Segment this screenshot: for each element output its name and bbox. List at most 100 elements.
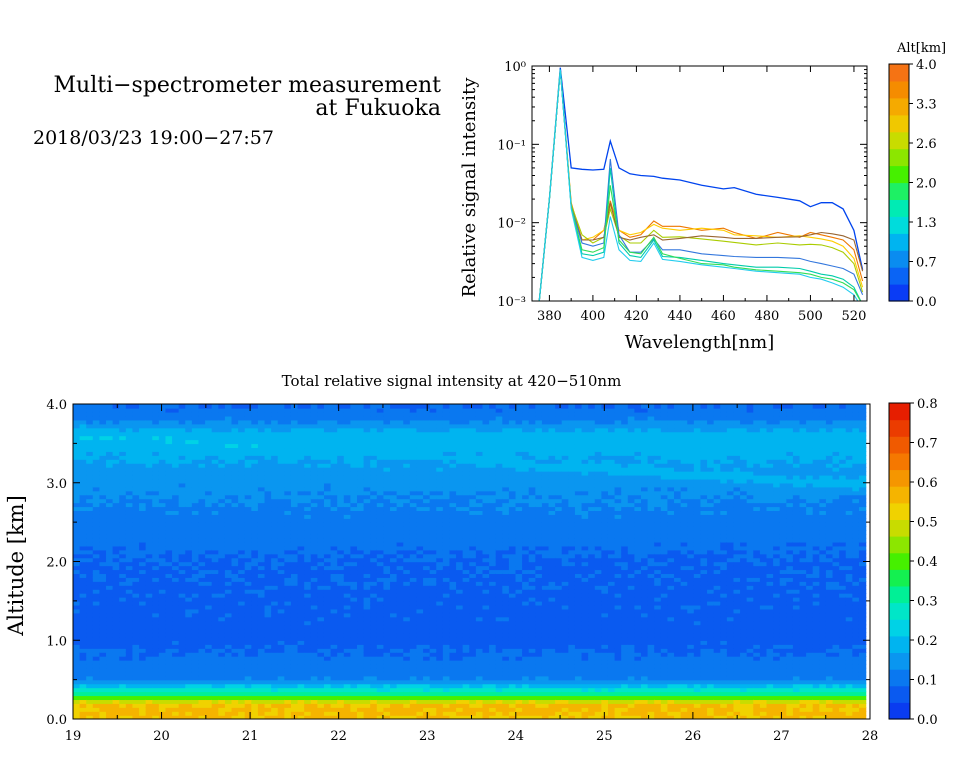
heatmap-cell <box>119 604 127 610</box>
heatmap-cell <box>449 451 457 456</box>
heatmap-cell <box>106 616 114 622</box>
heatmap-cell <box>350 526 358 531</box>
heatmap-cell <box>442 478 451 484</box>
heatmap-cell <box>416 404 424 409</box>
heatmap-cell <box>132 711 140 716</box>
heatmap-cell <box>158 644 167 649</box>
heatmap-cell <box>152 695 160 701</box>
heatmap-cell <box>330 675 338 681</box>
heatmap-cell <box>231 557 239 563</box>
heatmap-cell <box>462 561 470 567</box>
heatmap-cell <box>284 490 292 496</box>
heatmap-cell <box>304 624 312 630</box>
heatmap-cell <box>403 514 411 519</box>
heatmap-cell <box>297 415 305 421</box>
heatmap-cell <box>429 498 437 504</box>
heatmap-cell <box>330 636 338 641</box>
heatmap-cell <box>390 604 398 610</box>
heatmap-cell <box>244 659 253 665</box>
heatmap-cell <box>165 663 173 669</box>
heatmap-cell <box>449 510 457 515</box>
heatmap-cell <box>376 423 385 429</box>
heatmap-cell <box>304 533 312 539</box>
heatmap-cell <box>211 695 219 701</box>
heatmap-cell <box>152 486 160 492</box>
heatmap-cell <box>436 671 444 677</box>
heatmap-cell <box>290 463 299 468</box>
heatmap-cell <box>297 569 305 575</box>
heatmap-cell <box>297 522 305 527</box>
heatmap-cell <box>238 506 246 512</box>
heatmap-cell <box>205 573 213 578</box>
heatmap-cell <box>178 533 186 539</box>
heatmap-cell <box>79 640 87 645</box>
heatmap-cell <box>79 581 87 586</box>
heatmap-cell <box>92 478 101 484</box>
heatmap-cell <box>297 703 305 708</box>
heatmap-cell <box>244 526 253 531</box>
heatmap-cell <box>231 447 239 452</box>
heatmap-cell <box>158 435 167 441</box>
heatmap-cell <box>257 648 266 653</box>
heatmap-cell <box>383 439 391 445</box>
heatmap-cell <box>416 715 424 719</box>
heatmap-cell <box>383 707 391 712</box>
heatmap-cell <box>429 541 437 547</box>
heatmap-cell <box>310 447 319 452</box>
heatmap-cell <box>409 691 418 697</box>
heatmap-cell <box>277 451 286 456</box>
heatmap-cell <box>290 620 299 626</box>
heatmap-cell <box>423 573 431 578</box>
heatmap-cell <box>442 545 451 551</box>
heatmap-cell <box>158 486 167 492</box>
heatmap-cell <box>284 608 292 614</box>
heatmap-cell <box>79 407 87 413</box>
heatmap-cell <box>231 663 239 669</box>
heatmap-cell <box>449 711 457 716</box>
heatmap-cell <box>271 407 279 413</box>
heatmap-cell <box>211 537 219 543</box>
heatmap-cell <box>238 659 246 665</box>
heatmap-cell <box>106 679 114 685</box>
heatmap-cell <box>462 644 470 649</box>
heatmap-cell <box>79 498 87 504</box>
heatmap-cell <box>191 455 200 460</box>
heatmap-cell <box>125 640 134 645</box>
heatmap-cell <box>205 514 213 519</box>
heatmap-cell <box>152 620 160 626</box>
heatmap-cell <box>79 502 87 508</box>
heatmap-cell <box>323 474 332 480</box>
heatmap-cell <box>251 667 259 673</box>
heatmap-cell <box>158 506 167 512</box>
heatmap-cell <box>330 411 338 417</box>
heatmap-cell <box>86 526 94 531</box>
heatmap-cell <box>396 648 404 653</box>
heatmap-cell <box>330 498 338 504</box>
heatmap-cell <box>409 459 418 464</box>
heatmap-cell <box>456 600 464 606</box>
heatmap-cell <box>456 463 464 468</box>
heatmap-cell <box>119 506 127 512</box>
heatmap-cell <box>376 695 385 701</box>
heatmap-cell <box>363 447 371 452</box>
heatmap-cell <box>370 553 378 559</box>
heatmap-cell <box>79 585 87 590</box>
heatmap-cell <box>456 703 464 708</box>
heatmap-cell <box>112 494 120 500</box>
heatmap-cell <box>376 683 385 689</box>
heatmap-cell <box>264 561 272 567</box>
heatmap-cell <box>165 490 173 496</box>
heatmap-cell <box>152 632 160 638</box>
heatmap-cell <box>383 463 391 468</box>
heatmap-cell <box>198 616 206 622</box>
heatmap-cell <box>224 439 233 445</box>
heatmap-cell <box>172 632 180 638</box>
heatmap-cell <box>456 663 464 669</box>
heatmap-cell <box>99 404 107 409</box>
heatmap-cell <box>277 537 286 543</box>
heatmap-cell <box>304 463 312 468</box>
heatmap-cell <box>92 459 101 464</box>
heatmap-cell <box>383 656 391 661</box>
heatmap-cell <box>383 455 391 460</box>
